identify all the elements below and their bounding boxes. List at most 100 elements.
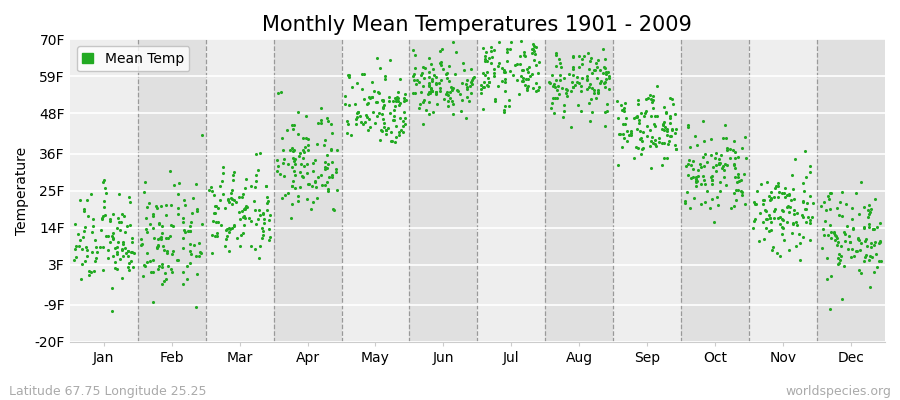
Point: [827, 230, 842, 236]
Point: [832, 260, 846, 266]
Point: [857, 204, 871, 210]
Point: [620, 137, 634, 144]
Point: [216, 164, 230, 170]
Point: [565, 84, 580, 90]
Point: [759, 216, 773, 222]
Point: [425, 75, 439, 82]
Point: [292, 192, 306, 199]
Point: [121, 248, 135, 254]
Point: [545, 95, 560, 101]
Point: [609, 98, 624, 105]
Point: [260, 207, 274, 213]
Point: [164, 266, 178, 272]
Point: [491, 31, 505, 37]
Point: [517, 52, 531, 58]
Point: [460, 77, 474, 83]
Point: [262, 212, 276, 218]
Point: [644, 113, 658, 119]
Point: [434, 62, 448, 68]
Point: [464, 90, 478, 96]
Point: [832, 251, 846, 257]
Point: [391, 94, 405, 101]
Point: [358, 112, 373, 118]
Point: [238, 203, 253, 210]
Point: [96, 178, 111, 185]
Point: [599, 100, 614, 107]
Point: [771, 194, 786, 200]
Point: [769, 182, 783, 189]
Point: [89, 244, 104, 250]
Point: [634, 146, 649, 152]
Point: [97, 198, 112, 204]
Point: [301, 136, 315, 142]
Point: [619, 115, 634, 121]
Point: [441, 103, 455, 110]
Point: [73, 197, 87, 203]
Point: [873, 238, 887, 244]
Point: [616, 134, 631, 141]
Point: [98, 185, 112, 191]
Point: [689, 176, 704, 182]
Point: [306, 168, 320, 174]
Point: [257, 220, 272, 226]
Point: [418, 107, 433, 114]
Point: [281, 190, 295, 196]
Point: [773, 221, 788, 228]
Point: [799, 174, 814, 180]
Point: [93, 244, 107, 250]
Point: [726, 162, 741, 168]
Point: [512, 28, 526, 35]
Point: [477, 78, 491, 85]
Point: [832, 212, 847, 218]
Point: [94, 216, 109, 222]
Point: [834, 212, 849, 219]
Point: [772, 214, 787, 220]
Point: [443, 89, 457, 96]
Point: [421, 91, 436, 97]
Point: [444, 84, 458, 91]
Title: Monthly Mean Temperatures 1901 - 2009: Monthly Mean Temperatures 1901 - 2009: [263, 15, 692, 35]
Point: [456, 66, 471, 73]
Point: [656, 119, 670, 125]
Point: [77, 228, 92, 234]
Point: [683, 144, 698, 150]
Point: [122, 222, 137, 228]
Point: [449, 49, 464, 56]
Point: [295, 135, 310, 141]
Point: [843, 253, 858, 260]
Point: [320, 152, 334, 158]
Point: [349, 121, 364, 128]
Point: [172, 180, 186, 186]
Point: [720, 147, 734, 153]
Point: [398, 115, 412, 121]
Point: [864, 206, 878, 212]
Point: [299, 135, 313, 141]
Point: [329, 165, 344, 172]
Point: [233, 243, 248, 250]
Point: [860, 252, 874, 259]
Point: [829, 233, 843, 240]
Point: [852, 236, 867, 243]
Point: [111, 239, 125, 245]
Point: [104, 233, 119, 239]
Point: [562, 71, 576, 78]
Point: [210, 233, 224, 240]
Point: [158, 270, 173, 276]
Point: [523, 73, 537, 79]
Point: [706, 164, 721, 170]
Point: [498, 103, 512, 109]
Point: [491, 63, 505, 69]
Point: [785, 230, 799, 236]
Point: [152, 220, 166, 226]
Point: [101, 255, 115, 262]
Point: [177, 228, 192, 235]
Point: [526, 34, 541, 40]
Point: [382, 98, 396, 104]
Point: [516, 78, 530, 84]
Point: [754, 181, 769, 187]
Point: [869, 251, 884, 257]
Point: [113, 218, 128, 225]
Point: [663, 133, 678, 139]
Point: [387, 116, 401, 123]
Point: [381, 124, 395, 131]
